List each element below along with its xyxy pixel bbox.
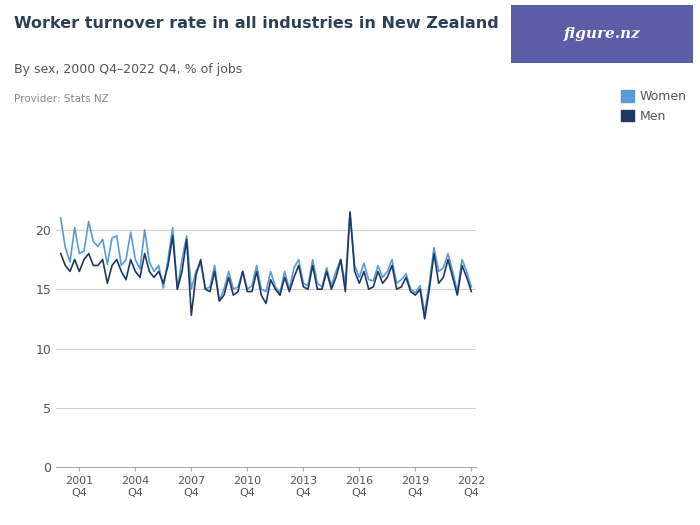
Men	[215, 298, 223, 304]
Women	[57, 215, 65, 221]
Women	[467, 284, 475, 290]
Men	[430, 250, 438, 257]
Women	[267, 268, 275, 275]
Men	[99, 256, 107, 262]
Women	[430, 245, 438, 251]
Women	[421, 310, 429, 316]
Line: Men: Men	[61, 212, 471, 319]
Text: Worker turnover rate in all industries in New Zealand: Worker turnover rate in all industries i…	[14, 16, 498, 31]
Men	[267, 277, 275, 283]
Women	[99, 236, 107, 243]
Men	[421, 316, 429, 322]
Men	[141, 250, 149, 257]
Text: Provider: Stats NZ: Provider: Stats NZ	[14, 94, 108, 104]
Women	[346, 209, 354, 215]
Women	[215, 298, 223, 304]
Text: By sex, 2000 Q4–2022 Q4, % of jobs: By sex, 2000 Q4–2022 Q4, % of jobs	[14, 63, 242, 76]
Legend: Women, Men: Women, Men	[621, 90, 687, 122]
Men	[57, 250, 65, 257]
Text: figure.nz: figure.nz	[564, 27, 640, 41]
Line: Women: Women	[61, 212, 471, 313]
Women	[108, 235, 116, 242]
Men	[467, 288, 475, 295]
Men	[108, 262, 116, 269]
Women	[141, 227, 149, 233]
Men	[346, 209, 354, 215]
